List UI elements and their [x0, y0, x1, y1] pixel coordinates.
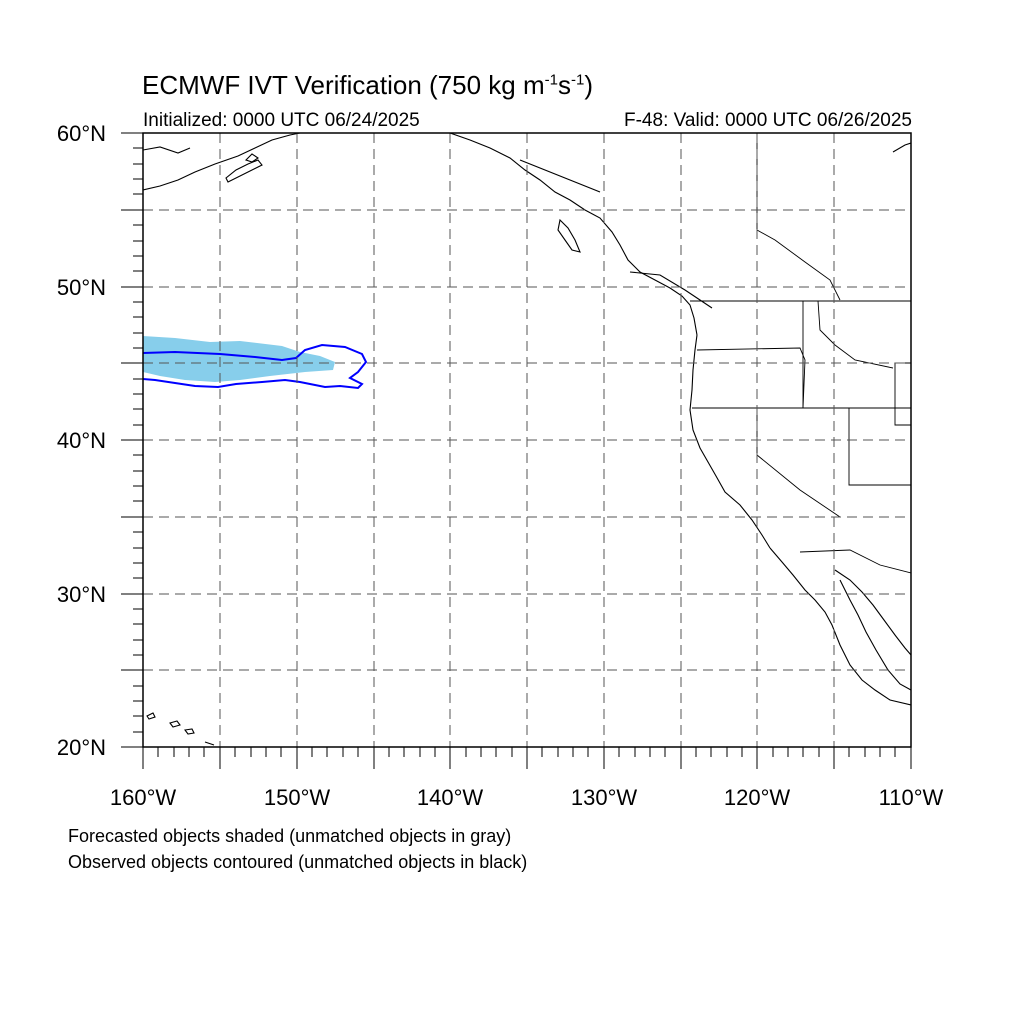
lat-label-40: 40°N	[57, 428, 106, 453]
lon-label-160w: 160°W	[110, 785, 177, 810]
lon-label-150w: 150°W	[264, 785, 331, 810]
lat-label-60: 60°N	[57, 121, 106, 146]
lat-label-30: 30°N	[57, 582, 106, 607]
lon-label-110w: 110°W	[879, 785, 944, 810]
lat-label-50: 50°N	[57, 275, 106, 300]
coastlines	[143, 133, 911, 746]
graticule	[143, 133, 911, 747]
observed-contour	[143, 343, 368, 390]
footer-note-observed: Observed objects contoured (unmatched ob…	[68, 852, 528, 872]
axis-ticks	[121, 132, 912, 769]
lon-label-130w: 130°W	[571, 785, 638, 810]
chart-title: ECMWF IVT Verification (750 kg m-1s-1)	[142, 70, 593, 100]
forecast-object	[143, 336, 335, 382]
valid-time: F-48: Valid: 0000 UTC 06/26/2025	[624, 110, 912, 131]
initialized-time: Initialized: 0000 UTC 06/24/2025	[143, 110, 420, 131]
political-borders	[690, 133, 911, 574]
lon-label-140w: 140°W	[417, 785, 484, 810]
lon-label-120w: 120°W	[724, 785, 791, 810]
footer-note-forecast: Forecasted objects shaded (unmatched obj…	[68, 826, 512, 846]
lat-label-20: 20°N	[57, 735, 106, 760]
